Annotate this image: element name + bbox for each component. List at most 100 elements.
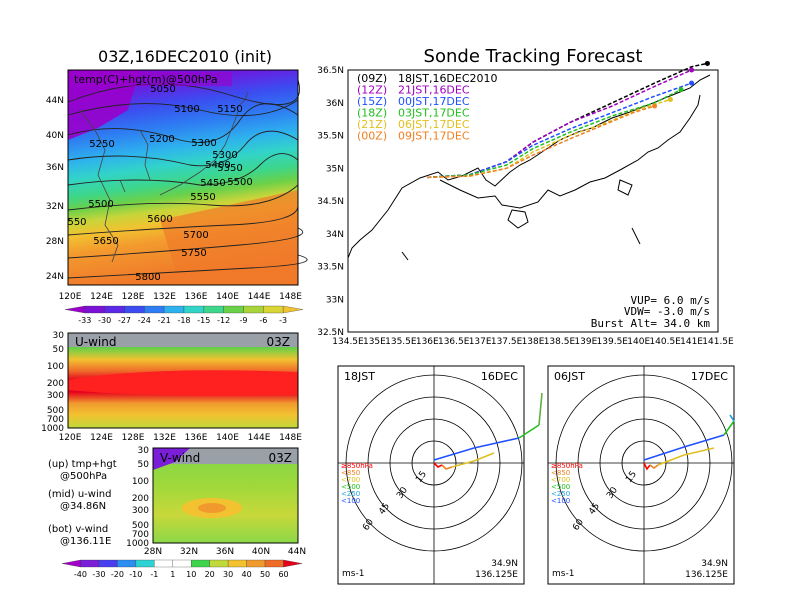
v-wind-time: 03Z — [269, 451, 293, 465]
track-end — [704, 60, 710, 66]
japan-coast — [159, 111, 239, 196]
u-lon-tick: 120E — [59, 433, 82, 443]
hodograph-06jst: 06JST 17DEC≥850hPa<850<700<500<250<100153… — [547, 365, 735, 585]
u-pressure-tick: 200 — [47, 379, 64, 389]
u-pressure-tick: 50 — [53, 345, 65, 355]
map-label: temp(C)+hgt(m)@500hPa — [74, 73, 218, 86]
v-lat-tick: 40N — [252, 547, 270, 557]
vdw-label: VDW= -3.0 m/s — [624, 305, 710, 318]
forecast-lon-ticks: 134.5E 135E 135.5E 136E 136.5E 137E 137.5E 138E… — [332, 337, 734, 347]
u-lon-tick: 148E — [279, 433, 302, 443]
v-wind-top — [153, 448, 298, 464]
forecast-lon-tick: 137E — [469, 337, 492, 347]
hodograph-level: <100 — [341, 497, 360, 505]
hodograph-lon: 136.125E — [475, 570, 518, 580]
wind-colorbar-swatch — [209, 559, 229, 568]
temp-colorbar-label: -21 — [158, 316, 171, 325]
launch-label: (09Z) — [357, 72, 387, 85]
hodograph-units: ms-1 — [342, 569, 364, 579]
track-end — [652, 103, 658, 109]
temp-colorbar-swatch — [84, 305, 105, 314]
temp-colorbar-label: -15 — [197, 316, 210, 325]
map-title: 03Z,16DEC2010 (init) — [98, 47, 272, 66]
u-wind-top — [68, 333, 298, 347]
temp-colorbar-swatch — [164, 305, 185, 314]
temp-colorbar-swatch — [124, 305, 145, 314]
contour-line — [67, 79, 300, 106]
honshu-coast — [347, 74, 711, 261]
forecast-lat-tick: 34N — [326, 230, 344, 240]
u-pressure-tick: 100 — [47, 362, 64, 372]
temp-colorbar: -33 -30 -27 -24 -21 -18 -15 -12 -9 -6 -3 — [64, 305, 304, 325]
legend-line: @500hPa — [60, 471, 107, 482]
temp-colorbar-swatch — [144, 305, 165, 314]
wind-colorbar-swatch — [98, 559, 118, 568]
u-lon-tick: 124E — [90, 433, 113, 443]
hodograph-wind-line — [538, 392, 543, 426]
hodograph-lat: 34.9N — [491, 559, 518, 569]
island — [119, 179, 126, 193]
islet — [401, 251, 409, 261]
hodograph-wind-line — [657, 447, 715, 466]
hodograph-units: ms-1 — [552, 569, 574, 579]
v-lat-tick: 36N — [216, 547, 234, 557]
temp-colorbar-swatch — [64, 305, 85, 314]
launch-legend: (09Z) 18JST,16DEC2010 (12Z) 21JST,16DEC (15Z… — [357, 72, 498, 143]
wind-colorbar-swatch — [228, 559, 247, 568]
contour-label: 5500 — [88, 199, 113, 210]
temp-colorbar-swatch — [283, 305, 304, 314]
forecast-panel: (09Z) 18JST,16DEC2010 (12Z) 21JST,16DEC (15Z… — [317, 60, 734, 347]
forecast-lon-tick: 134.5E — [332, 337, 364, 347]
temp-colorbar-label: -33 — [78, 316, 91, 325]
forecast-lat-tick: 36N — [326, 99, 344, 109]
launch-label: (18Z) — [357, 107, 387, 120]
track-end — [689, 67, 695, 73]
vup-label: VUP= 6.0 m/s — [631, 294, 710, 307]
map-lon-tick: 136E — [185, 292, 208, 302]
wind-colorbar-label: -40 — [74, 570, 87, 579]
v-pressure-tick: 1000 — [126, 539, 149, 549]
izu — [507, 209, 529, 229]
v-pressure-tick: 50 — [138, 460, 150, 470]
map-lat-tick: 24N — [46, 272, 64, 282]
hodograph-wind-line — [729, 414, 735, 422]
temp-colorbar-swatch — [183, 305, 204, 314]
hodograph-time: 18JST — [344, 370, 375, 383]
temp-colorbar-label: -3 — [279, 316, 287, 325]
v-pressure-tick: 300 — [132, 506, 149, 516]
forecast-lon-tick: 139.5E — [597, 337, 629, 347]
map-frame — [67, 69, 299, 286]
hodograph-wind-line — [518, 424, 540, 439]
contour-label: 5450 — [200, 178, 225, 189]
contour-label: 550 — [67, 217, 86, 228]
launch-time: 21JST,16DEC — [398, 84, 470, 97]
wind-colorbar-swatch — [264, 559, 284, 568]
forecast-lon-tick: 139E — [574, 337, 597, 347]
u-jet-core — [68, 370, 298, 396]
map-lat-tick: 28N — [46, 237, 64, 247]
legend-line: @34.86N — [60, 501, 106, 512]
v-lat-tick: 28N — [144, 547, 162, 557]
track-end — [689, 80, 695, 86]
temp-colorbar-label: -30 — [98, 316, 111, 325]
contour-label: 5350 — [217, 163, 242, 174]
temp-colorbar-swatch — [223, 305, 244, 314]
contour-label: 5600 — [147, 214, 172, 225]
wind-colorbar-label: 60 — [278, 570, 288, 579]
map-lon-tick: 140E — [216, 292, 239, 302]
map-lat-tick: 40N — [46, 131, 64, 141]
hodograph-wind-line — [433, 437, 520, 461]
map-lon-tick: 128E — [122, 292, 145, 302]
contour-line — [67, 103, 299, 143]
wind-colorbar-label: -30 — [92, 570, 105, 579]
hodograph-level: <500 — [341, 483, 360, 491]
v-lat-ticks: 28N 32N 36N 40N 44N — [144, 547, 306, 557]
hodograph-level: ≥850hPa — [551, 462, 583, 470]
wind-colorbar-label: 30 — [223, 570, 233, 579]
hodograph-level: ≥850hPa — [341, 462, 373, 470]
forecast-lon-tick: 136E — [416, 337, 439, 347]
wind-colorbar-swatch — [191, 559, 210, 568]
